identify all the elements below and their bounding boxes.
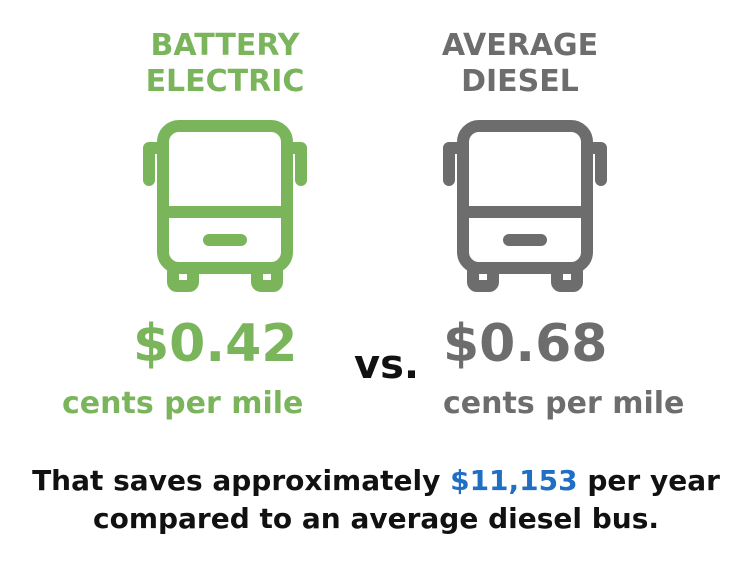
- diesel-title-line2: DIESEL: [461, 64, 579, 99]
- savings-prefix: That saves approximately: [32, 464, 451, 497]
- electric-title: BATTERY ELECTRIC: [120, 28, 330, 100]
- diesel-price: $0.68: [443, 314, 608, 374]
- savings-suffix: per year: [577, 464, 720, 497]
- diesel-title-line1: AVERAGE: [441, 28, 599, 63]
- savings-amount: $11,153: [450, 464, 578, 497]
- electric-title-line2: ELECTRIC: [145, 64, 305, 99]
- electric-price: $0.42: [133, 314, 298, 374]
- electric-bus-icon: [143, 120, 307, 292]
- diesel-bus-icon: [443, 120, 607, 292]
- diesel-title: AVERAGE DIESEL: [415, 28, 625, 100]
- savings-line2: compared to an average diesel bus.: [92, 502, 659, 535]
- diesel-unit: cents per mile: [443, 386, 685, 421]
- savings-line1: That saves approximately $11,153 per yea…: [0, 462, 752, 500]
- electric-title-line1: BATTERY: [150, 28, 300, 63]
- savings-statement: That saves approximately $11,153 per yea…: [0, 462, 752, 538]
- electric-unit: cents per mile: [62, 386, 304, 421]
- vs-label: vs.: [354, 342, 420, 388]
